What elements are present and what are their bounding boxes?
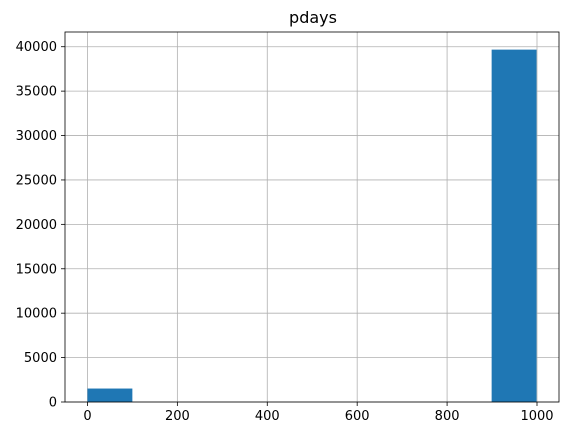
x-tick-label: 600 [345, 409, 370, 424]
y-tick-label: 25000 [16, 173, 57, 188]
x-tick-label: 200 [165, 409, 190, 424]
x-tick-label: 1000 [520, 409, 553, 424]
y-tick-label: 5000 [24, 351, 57, 366]
y-tick-label: 15000 [16, 262, 57, 277]
grid-lines [65, 32, 559, 403]
y-tick-label: 35000 [16, 85, 57, 100]
y-tick-label: 40000 [16, 40, 57, 55]
histogram-bar-9 [491, 49, 537, 402]
y-tick-label: 20000 [16, 218, 57, 233]
plot-frame [64, 31, 560, 403]
y-tick-label: 30000 [16, 129, 57, 144]
y-tick-label: 0 [49, 396, 57, 411]
histogram-bar-0 [87, 388, 133, 402]
bars [87, 49, 537, 402]
x-axis-ticks: 0 200 400 600 800 1000 [83, 402, 554, 424]
x-tick-label: 800 [435, 409, 460, 424]
y-axis-ticks: 0 5000 10000 15000 20000 25000 30000 35000 40000 [16, 40, 65, 411]
x-tick-label: 0 [83, 409, 91, 424]
chart-title: pdays [289, 8, 337, 27]
y-tick-label: 10000 [16, 307, 57, 322]
x-tick-label: 400 [255, 409, 280, 424]
